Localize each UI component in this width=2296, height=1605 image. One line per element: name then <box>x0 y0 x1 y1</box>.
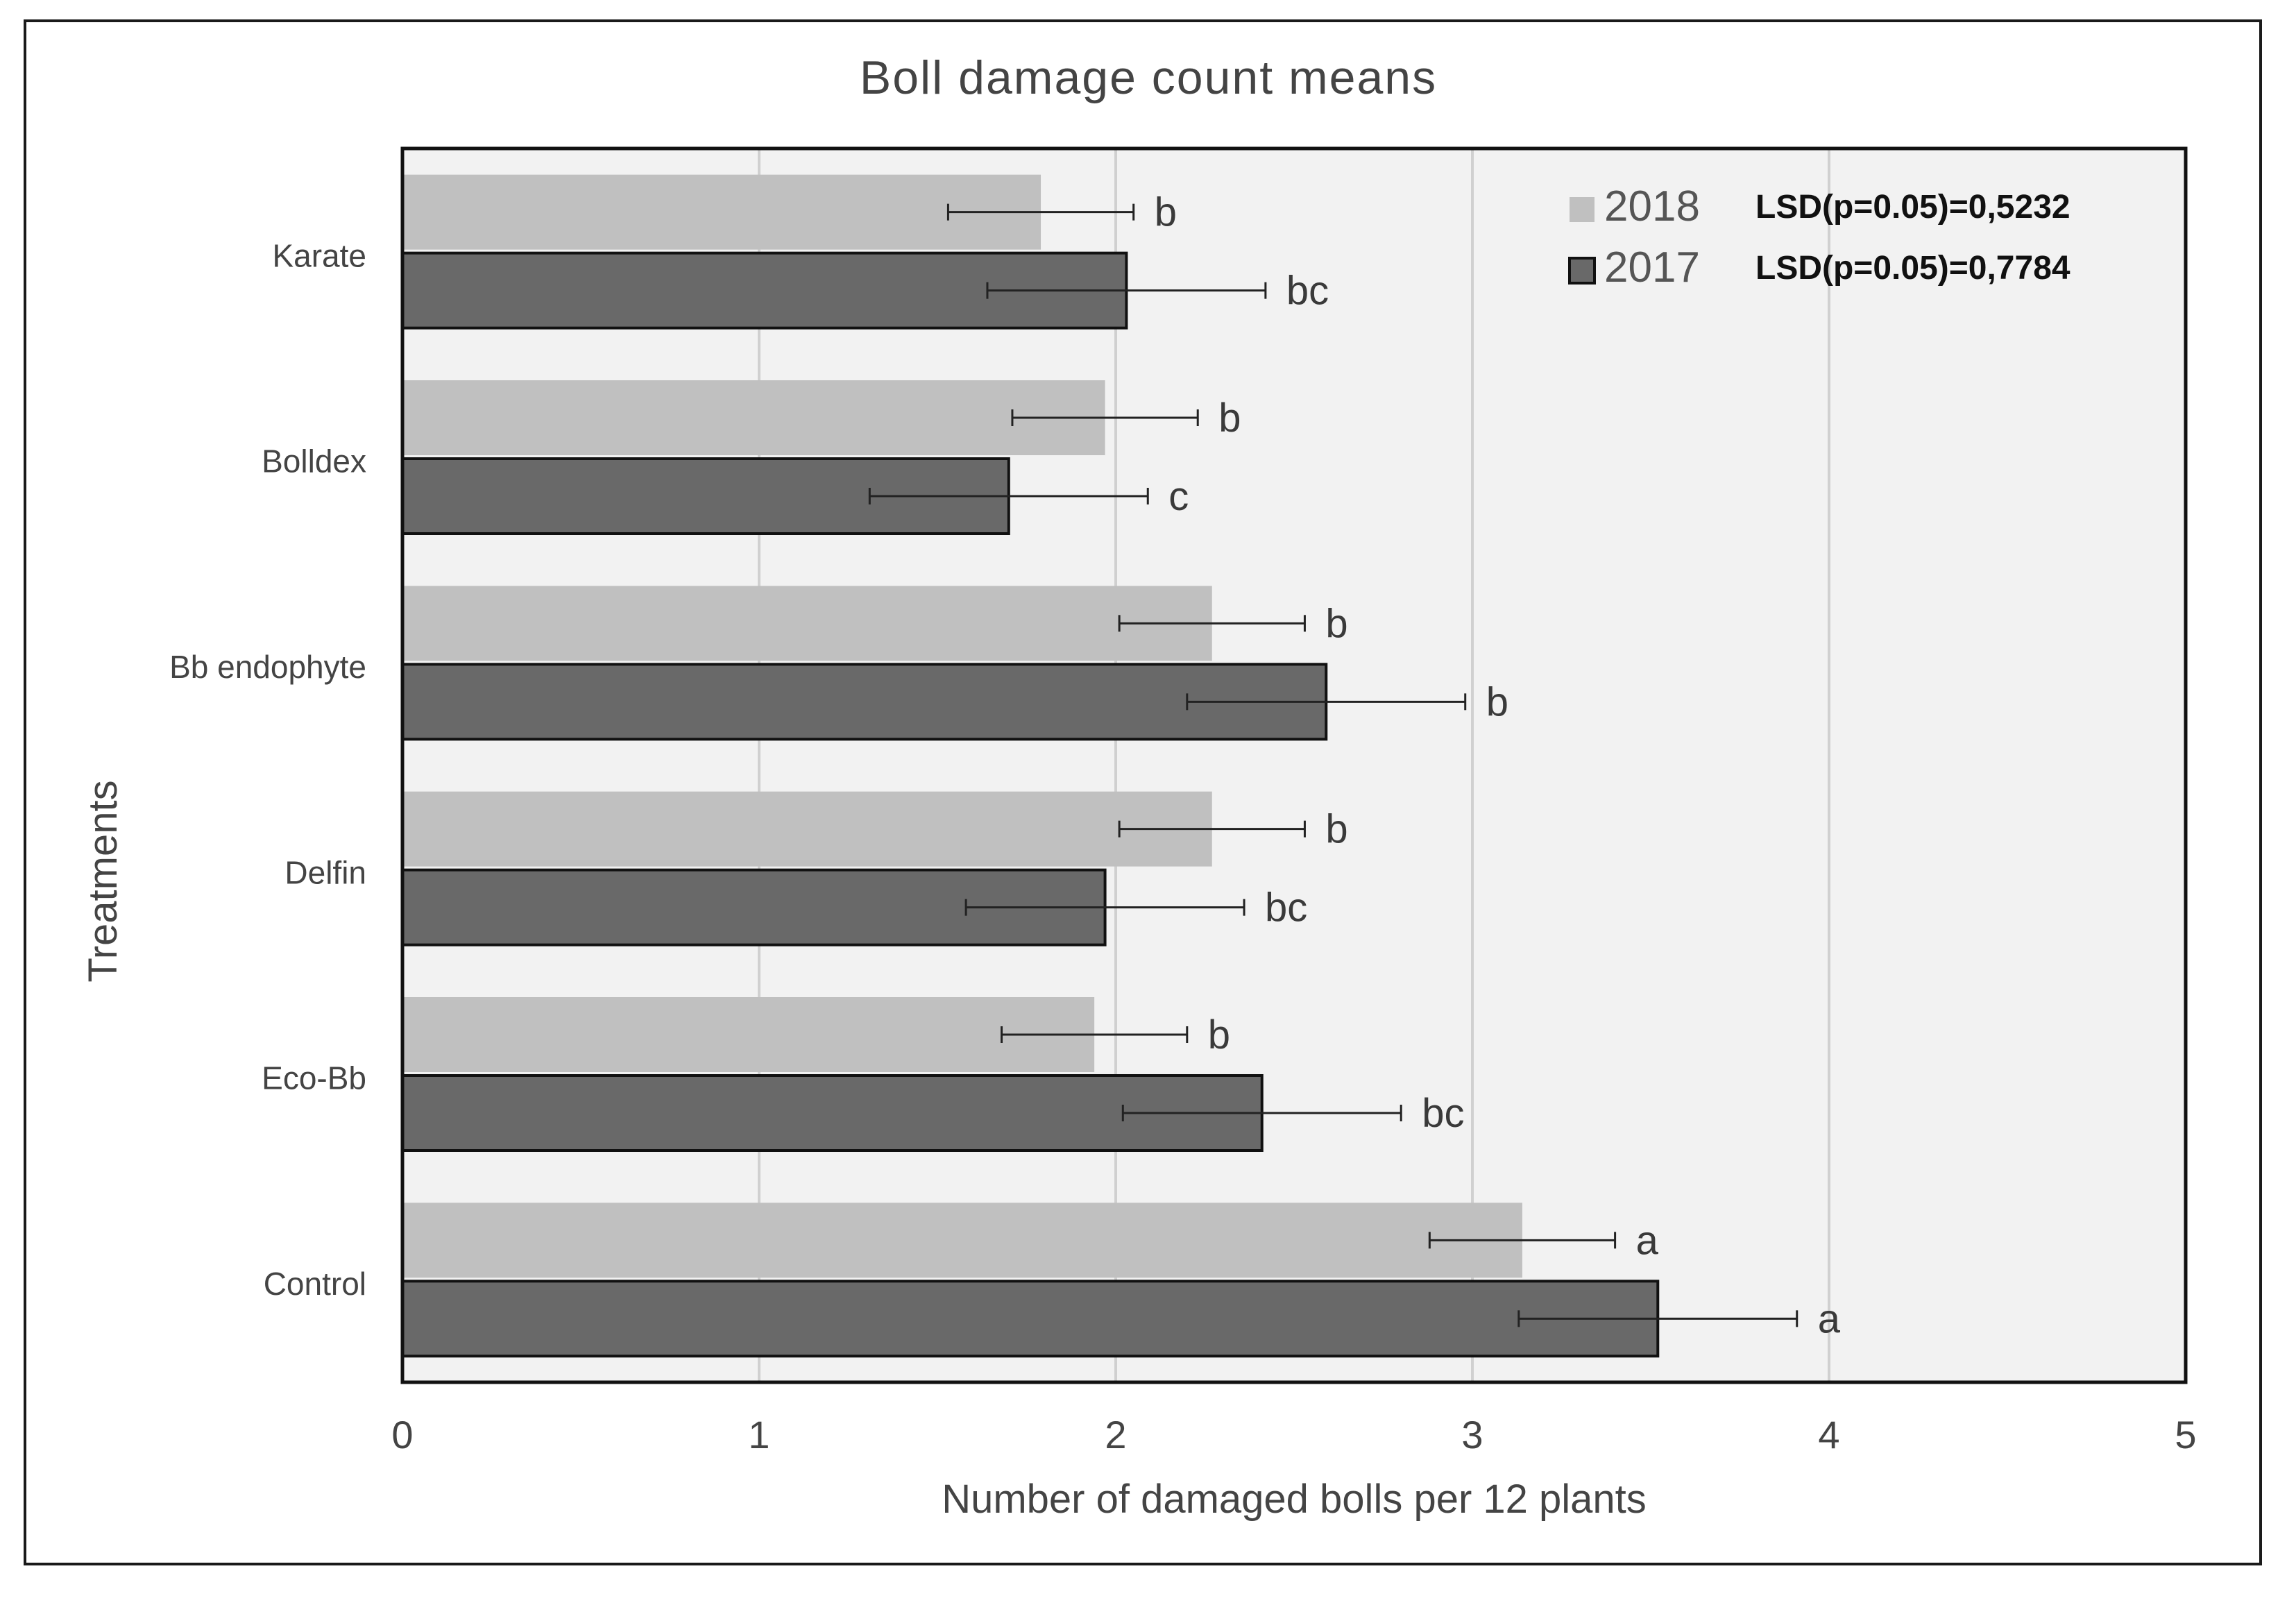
bar-2017-eco-bb <box>401 1074 1264 1152</box>
legend-swatch-2017 <box>1568 257 1596 285</box>
bar-2018-karate <box>402 174 1041 250</box>
x-tick-labels: 0 1 2 3 4 5 <box>391 1413 2196 1457</box>
significance-label: a <box>1818 1296 1841 1341</box>
bar-2018-bb-endophyte <box>402 586 1212 661</box>
plot-border <box>400 146 2188 1384</box>
x-tick-label-0: 0 <box>391 1413 413 1457</box>
error-bar-2017-karate <box>986 282 1267 299</box>
chart-title: Boll damage count means <box>860 51 1437 104</box>
x-tick-label-4: 4 <box>1818 1413 1839 1457</box>
error-bar-2018-delfin <box>1118 820 1306 838</box>
category-label: Control <box>264 1266 366 1302</box>
error-bar-2017-bolldex <box>868 488 1149 504</box>
category-label: Bb endophyte <box>169 649 366 685</box>
bar-2017-control <box>401 1280 1660 1358</box>
gridlines <box>758 148 1830 1382</box>
legend-lsd-2018: LSD(p=0.05)=0,5232 <box>1755 189 2070 226</box>
legend-label-2018: 2018 <box>1604 182 1700 230</box>
x-tick-label-5: 5 <box>2175 1413 2196 1457</box>
error-bars <box>868 203 1798 1327</box>
significance-label: b <box>1155 190 1177 235</box>
x-axis-title: Number of damaged bolls per 12 plants <box>942 1477 1647 1522</box>
error-bar-2018-control <box>1428 1232 1617 1249</box>
bar-2018-delfin <box>402 791 1212 867</box>
plot-area <box>402 148 2186 1382</box>
legend-label-2017: 2017 <box>1604 244 1700 291</box>
significance-label: bc <box>1422 1091 1464 1136</box>
category-labels: Karate Bolldex Bb endophyte Delfin Eco-Bb Con… <box>169 237 366 1302</box>
significance-label: b <box>1218 396 1241 441</box>
legend-swatch-2018 <box>1570 197 1595 222</box>
legend-lsd-2017: LSD(p=0.05)=0,7784 <box>1755 250 2070 287</box>
bar-2018-eco-bb <box>402 997 1095 1072</box>
bar-2018-control <box>402 1203 1522 1278</box>
significance-label: a <box>1636 1218 1659 1263</box>
y-axis-title: Treatments <box>80 780 126 982</box>
significance-label: b <box>1486 679 1508 724</box>
x-tick-label-2: 2 <box>1105 1413 1126 1457</box>
error-bar-2018-bolldex <box>1011 409 1199 426</box>
category-label: Bolldex <box>262 443 366 479</box>
bar-2018-bolldex <box>402 380 1105 455</box>
significance-label: b <box>1208 1012 1230 1058</box>
category-label: Eco-Bb <box>262 1060 366 1096</box>
error-bar-2018-eco-bb <box>1001 1026 1189 1043</box>
significance-label: b <box>1325 601 1347 646</box>
category-label: Karate <box>272 237 366 273</box>
significance-label: c <box>1168 474 1189 519</box>
category-label: Delfin <box>284 854 366 890</box>
error-bar-2017-eco-bb <box>1121 1105 1402 1121</box>
bar-2017-bb-endophyte <box>401 663 1328 741</box>
error-bar-2017-delfin <box>964 899 1245 916</box>
x-tick-label-1: 1 <box>748 1413 769 1457</box>
significance-label: bc <box>1286 269 1329 314</box>
significance-label: b <box>1325 807 1347 852</box>
legend: 2018 LSD(p=0.05)=0,5232 2017 LSD(p=0.05)=0,… <box>1568 182 2070 291</box>
error-bar-2018-karate <box>946 203 1135 221</box>
significance-label: bc <box>1265 885 1307 931</box>
error-bar-2018-bb-endophyte <box>1118 615 1306 632</box>
error-bar-2017-bb-endophyte <box>1186 693 1467 711</box>
error-bar-2017-control <box>1517 1310 1798 1327</box>
x-tick-label-3: 3 <box>1461 1413 1483 1457</box>
